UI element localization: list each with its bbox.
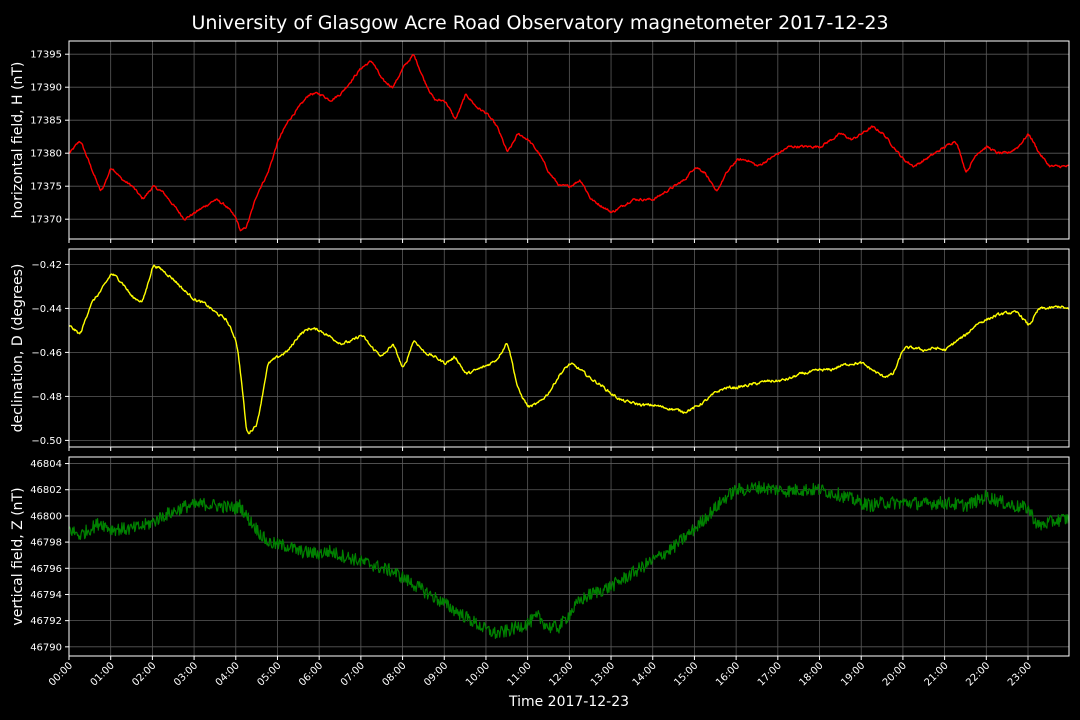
x-tick-label: 17:00 bbox=[756, 660, 784, 688]
x-tick-label: 05:00 bbox=[255, 660, 283, 688]
x-tick-label: 21:00 bbox=[923, 660, 951, 688]
x-tick-label: 06:00 bbox=[297, 660, 325, 688]
x-tick-label: 07:00 bbox=[339, 660, 367, 688]
x-tick-label: 11:00 bbox=[506, 660, 534, 688]
y-tick-label: 17390 bbox=[30, 83, 62, 94]
panel-frame bbox=[68, 456, 1070, 657]
series-line-H bbox=[68, 54, 1070, 232]
y-tick-label: 46802 bbox=[30, 485, 62, 496]
y-tick-label: 46796 bbox=[30, 564, 62, 575]
x-tick-label: 04:00 bbox=[214, 660, 242, 688]
y-tick-label: −0.48 bbox=[31, 392, 62, 403]
y-tick-label: −0.44 bbox=[31, 304, 62, 315]
x-tick-label: 08:00 bbox=[381, 660, 409, 688]
panel-3: 46790 46792 46794 46796 46798 46800 46802 46804… bbox=[10, 456, 1070, 660]
panel-1: 17370 17375 17380 17385 17390 17395 horizontal… bbox=[10, 40, 1070, 243]
x-tick-label: 10:00 bbox=[464, 660, 492, 688]
x-tick-label: 01:00 bbox=[89, 660, 117, 688]
panel-frame bbox=[68, 40, 1070, 240]
x-tick-label: 13:00 bbox=[589, 660, 617, 688]
x-tick-label: 00:00 bbox=[47, 660, 75, 688]
y-tick-label: 46792 bbox=[30, 616, 62, 627]
x-tick-label: 23:00 bbox=[1006, 660, 1034, 688]
x-tick-label: 12:00 bbox=[547, 660, 575, 688]
y-tick-label: −0.42 bbox=[31, 260, 62, 271]
panels: 17370 17375 17380 17385 17390 17395 horizontal… bbox=[10, 40, 1070, 689]
y-tick-label: 46798 bbox=[30, 538, 62, 549]
chart-title: University of Glasgow Acre Road Observat… bbox=[191, 12, 888, 34]
x-tick-label: 15:00 bbox=[672, 660, 700, 688]
y-axis-label: horizontal field, H (nT) bbox=[10, 62, 26, 219]
panel-frame bbox=[68, 248, 1070, 448]
y-tick-label: −0.46 bbox=[31, 348, 62, 359]
x-axis-label: Time 2017-12-23 bbox=[508, 694, 629, 710]
y-tick-label: 17380 bbox=[30, 149, 62, 160]
y-tick-label: 46790 bbox=[30, 642, 62, 653]
y-tick-label: 46794 bbox=[30, 590, 62, 601]
x-tick-label: 20:00 bbox=[881, 660, 909, 688]
x-tick-label: 09:00 bbox=[422, 660, 450, 688]
x-tick-label: 18:00 bbox=[797, 660, 825, 688]
y-tick-label: 46800 bbox=[30, 511, 62, 522]
x-tick-label: 03:00 bbox=[172, 660, 200, 688]
y-tick-label: 17395 bbox=[30, 50, 62, 61]
y-tick-label: 17375 bbox=[30, 182, 62, 193]
panel-2: −0.42 −0.44 −0.46 −0.48 −0.50 declination, D … bbox=[10, 248, 1070, 451]
x-tick-label: 02:00 bbox=[130, 660, 158, 688]
x-tick-label: 19:00 bbox=[839, 660, 867, 688]
x-tick-label: 22:00 bbox=[964, 660, 992, 688]
y-tick-label: 17385 bbox=[30, 116, 62, 127]
y-tick-label: 17370 bbox=[30, 215, 62, 226]
series-line-Z bbox=[68, 480, 1070, 639]
y-tick-label: −0.50 bbox=[31, 436, 62, 447]
y-tick-label: 46804 bbox=[30, 459, 62, 470]
y-axis-label: declination, D (degrees) bbox=[10, 264, 26, 433]
y-axis-label: vertical field, Z (nT) bbox=[10, 487, 26, 625]
x-tick-label: 16:00 bbox=[714, 660, 742, 688]
series-line-D bbox=[68, 264, 1070, 435]
x-tick-label: 14:00 bbox=[631, 660, 659, 688]
